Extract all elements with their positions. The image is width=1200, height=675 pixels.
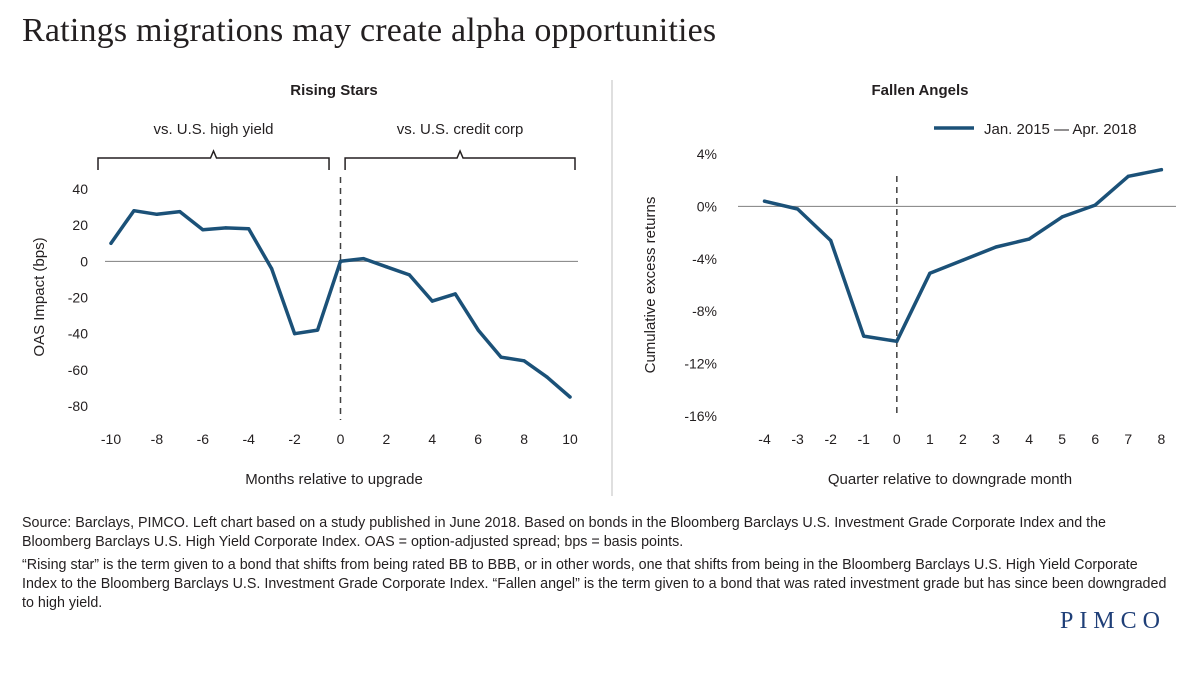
x-tick-label: -4 [242,431,255,447]
data-point [361,257,366,261]
y-tick-label: -16% [684,408,717,424]
data-point [568,395,572,399]
data-point [1126,174,1130,178]
y-tick-label: -4% [692,251,717,267]
y-axis-label: OAS Impact (bps) [31,237,48,356]
x-tick-label: 10 [562,431,578,447]
data-point [545,375,549,379]
x-tick-label: 6 [474,431,482,447]
data-point [994,245,998,249]
x-tick-label: 0 [893,431,901,447]
data-point [1027,237,1031,241]
x-tick-label: -1 [858,431,871,447]
data-point [928,271,932,275]
data-point [762,199,767,203]
data-point [155,212,159,216]
annotation-bracket [97,149,330,170]
x-axis-label: Months relative to upgrade [245,471,423,488]
data-point [407,273,411,277]
x-tick-label: 6 [1091,431,1099,447]
y-tick-label: -40 [68,326,88,342]
y-tick-label: 0% [697,198,717,214]
x-tick-label: -8 [151,431,164,447]
y-tick-label: -8% [692,303,717,319]
x-tick-label: 5 [1058,431,1066,447]
y-axis-label: Cumulative excess returns [642,197,659,374]
data-point [1159,168,1163,172]
x-tick-label: 3 [992,431,1000,447]
x-axis-label: Quarter relative to downgrade month [828,471,1072,488]
y-tick-label: 0 [80,253,88,269]
data-point [315,328,320,332]
pimco-logo: PIMCO [1059,608,1166,634]
data-point [1060,215,1064,219]
data-point [862,334,866,338]
annotation-label: vs. U.S. credit corp [397,121,524,138]
x-tick-label: 8 [520,431,528,447]
legend-label: Jan. 2015 — Apr. 2018 [984,121,1137,138]
data-point [201,228,205,232]
x-tick-label: -2 [824,431,837,447]
definitions-note: “Rising star” is the term given to a bon… [22,557,1167,611]
x-tick-label: 4 [428,431,436,447]
x-tick-label: 2 [383,431,391,447]
x-tick-label: 8 [1157,431,1165,447]
page-title: Ratings migrations may create alpha oppo… [22,12,717,49]
data-point [476,328,480,332]
x-tick-label: 1 [926,431,934,447]
data-point [895,339,899,343]
annotation-label: vs. U.S. high yield [153,121,273,138]
data-point [338,259,343,263]
data-point [796,207,800,211]
chart-title: Fallen Angels [872,82,969,99]
y-tick-label: -80 [68,398,88,414]
annotation-bracket [344,149,576,170]
y-tick-label: 4% [697,146,717,162]
x-tick-label: 0 [337,431,345,447]
data-point [522,359,526,363]
data-point [1093,203,1097,207]
chart-title: Rising Stars [290,82,378,99]
source-note: Source: Barclays, PIMCO. Left chart base… [22,515,1107,550]
x-tick-label: -2 [288,431,301,447]
y-tick-label: 40 [72,181,88,197]
x-tick-label: 4 [1025,431,1033,447]
x-tick-label: 2 [959,431,967,447]
x-tick-label: 7 [1124,431,1132,447]
data-point [178,210,182,214]
x-tick-label: -4 [758,431,771,447]
y-tick-label: -12% [684,356,717,372]
data-point [293,332,297,336]
data-point [224,226,228,230]
data-point [961,258,965,262]
y-tick-label: 20 [72,217,88,233]
data-point [430,299,434,303]
y-tick-label: -20 [68,290,88,306]
data-point [109,241,113,245]
data-point [132,209,136,213]
data-point [384,265,388,269]
data-point [829,238,833,243]
x-tick-label: -10 [101,431,121,447]
x-tick-label: -3 [791,431,804,447]
data-point [499,355,503,359]
data-point [453,292,457,296]
footnotes: Source: Barclays, PIMCO. Left chart base… [22,514,1172,617]
data-point [247,227,251,231]
fallen-angels-chart: Fallen Angels 4% 0% -4% -8% -12% -16% -4 -3 -2 -1 0… [642,82,1176,488]
data-point [270,266,274,271]
y-tick-label: -60 [68,362,88,378]
series-line [762,167,1164,344]
x-tick-label: -6 [197,431,210,447]
